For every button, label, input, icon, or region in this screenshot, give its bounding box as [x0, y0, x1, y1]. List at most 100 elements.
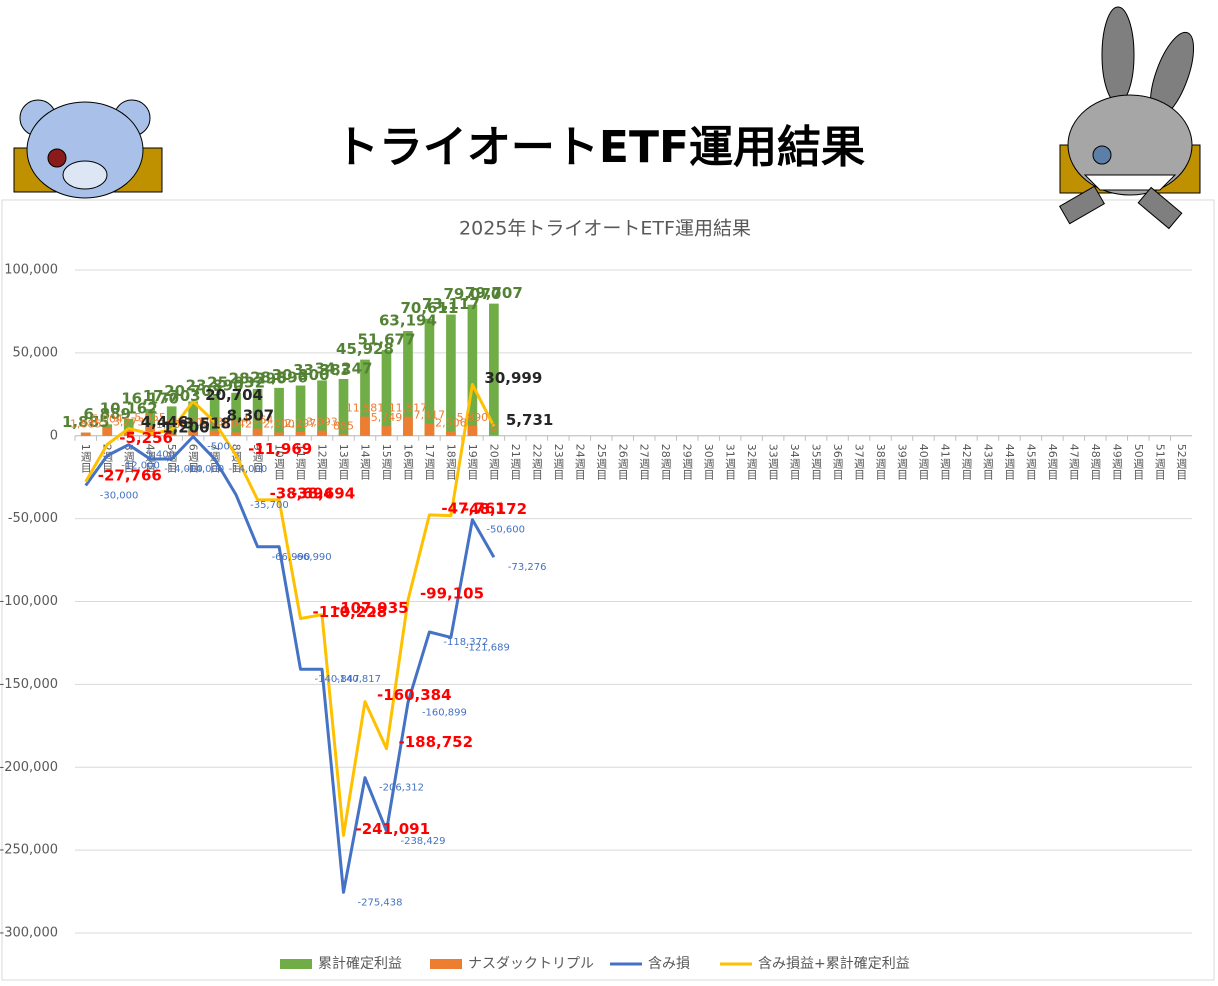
data-label: -14,000: [229, 464, 268, 475]
data-label: -12,000: [121, 461, 160, 472]
x-tick-label: 46週目: [1046, 444, 1059, 480]
bar: [381, 426, 392, 436]
data-label: -275,438: [358, 897, 403, 908]
bar: [338, 434, 349, 436]
bar: [424, 318, 435, 436]
data-label: 1,885: [62, 413, 109, 431]
data-label: -38,694: [270, 484, 334, 502]
x-tick-label: 26週目: [616, 444, 629, 480]
data-label: 3,033: [199, 416, 231, 429]
bar: [446, 314, 456, 436]
x-tick-label: 43週目: [981, 444, 994, 480]
bar: [166, 433, 177, 436]
x-tick-label: 47週目: [1067, 444, 1080, 480]
data-label: -50,600: [486, 525, 525, 536]
data-label: -14,000: [186, 464, 225, 475]
data-label: 6,889: [83, 405, 130, 423]
data-label: 8,307: [227, 406, 274, 424]
data-label: -66,990: [272, 552, 311, 563]
data-label: 3,273: [113, 415, 145, 428]
data-label: 5,855: [134, 411, 166, 424]
x-tick-label: 52週目: [1175, 444, 1188, 480]
bar: [145, 408, 156, 436]
data-label: 5,731: [506, 411, 553, 429]
bar: [231, 432, 241, 436]
data-label: 2,506: [435, 417, 467, 430]
bar: [123, 430, 134, 436]
data-label: 2,000: [263, 417, 295, 430]
y-tick-label: -300,000: [0, 926, 58, 941]
x-tick-label: 33週目: [767, 444, 780, 480]
x-tick-label: 6週目: [187, 444, 200, 473]
bar: [231, 392, 241, 436]
data-label: 45,928: [336, 340, 394, 358]
x-tick-label: 1週目: [79, 444, 92, 473]
bar: [467, 425, 478, 436]
data-label: 73,117: [422, 295, 480, 313]
bar: [102, 427, 113, 436]
data-label: 1,200: [162, 418, 209, 436]
y-tick-label: -200,000: [0, 760, 58, 775]
data-label: -140,817: [336, 674, 381, 685]
bar: [467, 304, 478, 436]
data-label: -73,276: [508, 562, 547, 573]
data-label: 5,890: [457, 411, 489, 424]
data-label: 1,885: [70, 418, 102, 431]
data-label: 20,704: [205, 386, 263, 404]
x-tick-label: 31週目: [724, 444, 737, 480]
data-label: -35,700: [250, 500, 289, 511]
bar: [381, 350, 392, 436]
data-label: 30,999: [484, 369, 542, 387]
data-label: 865: [333, 419, 354, 432]
page-title: トライオートETF運用結果: [335, 122, 865, 173]
x-tick-label: 37週目: [853, 444, 866, 480]
y-tick-label: -150,000: [0, 677, 58, 692]
x-tick-label: 29週目: [681, 444, 694, 480]
data-label: 1,533: [156, 418, 188, 431]
x-tick-label: 40週目: [917, 444, 930, 480]
data-label: -160,384: [377, 686, 452, 704]
bar: [209, 396, 220, 436]
x-tick-label: 21週目: [509, 444, 522, 480]
data-label: -66,990: [293, 552, 332, 563]
bar: [252, 388, 263, 436]
data-label: 2,297: [285, 417, 317, 430]
x-tick-label: 20週目: [487, 444, 500, 480]
x-tick-label: 39週目: [896, 444, 909, 480]
bar: [403, 416, 413, 436]
x-tick-label: 28週目: [659, 444, 672, 480]
data-label: -99,105: [420, 585, 484, 603]
data-label: 28,896: [250, 368, 308, 386]
legend-swatch: [430, 959, 462, 969]
data-label: 51,677: [358, 331, 416, 349]
y-tick-label: -50,000: [8, 511, 58, 526]
data-label: 10,162: [100, 399, 158, 417]
x-tick-label: 24週目: [573, 444, 586, 480]
x-tick-label: 32週目: [745, 444, 758, 480]
bar: [317, 380, 327, 436]
bar: [295, 431, 306, 436]
bar: [274, 387, 284, 436]
data-label: 4,364: [242, 414, 274, 427]
legend-label: ナスダックトリプル: [468, 956, 594, 972]
data-label: 79,707: [465, 284, 523, 302]
data-label: -38,694: [291, 484, 355, 502]
line: [84, 382, 496, 837]
x-tick-label: 18週目: [444, 444, 457, 480]
data-label: 11,517: [389, 402, 428, 415]
data-label: 5,749: [371, 411, 403, 424]
x-tick-label: 50週目: [1132, 444, 1145, 480]
data-label: 3,000: [177, 416, 209, 429]
data-label: -500: [207, 442, 230, 453]
bar: [166, 406, 177, 436]
x-tick-label: 35週目: [810, 444, 823, 480]
x-tick-label: 49週目: [1110, 444, 1123, 480]
x-tick-label: 16週目: [401, 444, 414, 480]
bar: [252, 428, 263, 436]
bar: [403, 331, 413, 436]
bar: [424, 423, 435, 436]
y-tick-label: -100,000: [0, 594, 58, 609]
data-label: 63,194: [379, 312, 437, 330]
x-tick-label: 48週目: [1089, 444, 1102, 480]
